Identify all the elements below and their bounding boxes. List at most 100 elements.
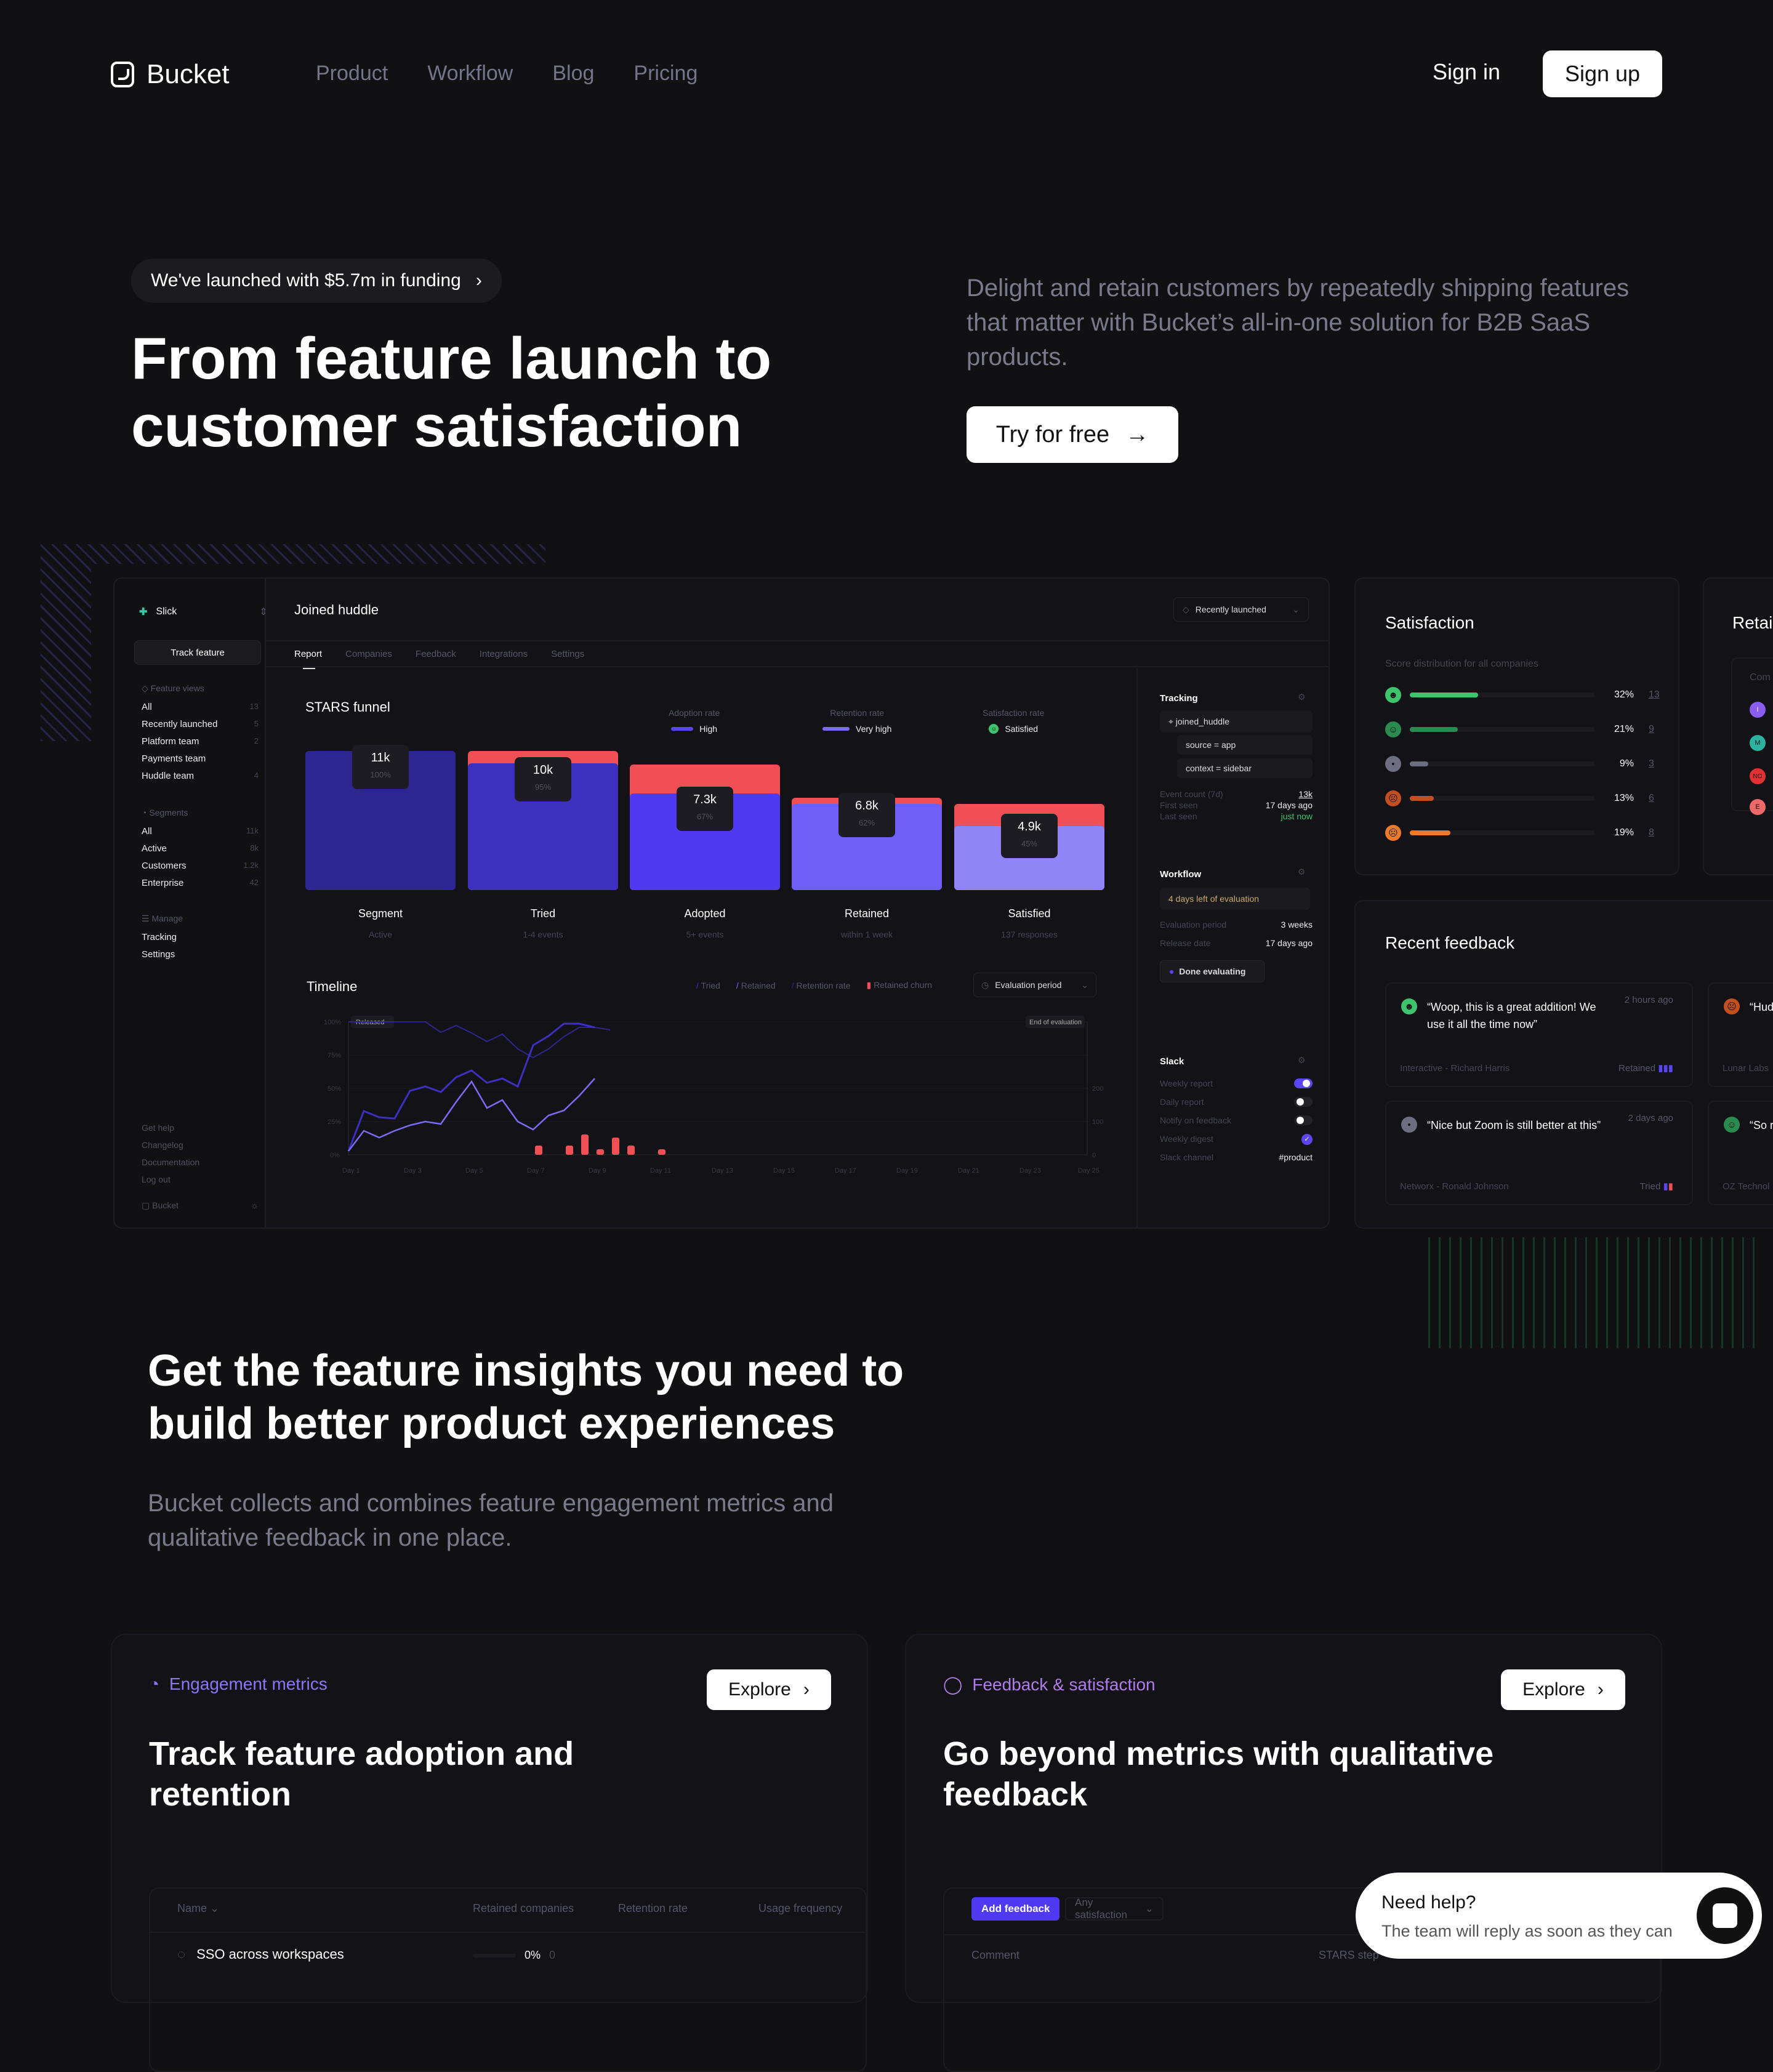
count-link[interactable]: 3 bbox=[1649, 758, 1654, 769]
retention-col-header[interactable]: Retention rate bbox=[618, 1902, 688, 1914]
funnel-bar-retained[interactable] bbox=[792, 798, 942, 890]
done-evaluating-button[interactable]: ● Done evaluating bbox=[1160, 960, 1264, 982]
pill-text: We've launched with $5.7m in funding bbox=[151, 270, 461, 291]
chat-button[interactable] bbox=[1697, 1887, 1753, 1944]
satisfaction-row: ☺ 21% 9 bbox=[1385, 721, 1654, 737]
explore-feedback-button[interactable]: Explore › bbox=[1501, 1669, 1625, 1710]
tab-report[interactable]: Report bbox=[294, 648, 323, 669]
gear-icon[interactable]: ⚙ bbox=[1298, 867, 1306, 877]
add-feedback-button[interactable]: Add feedback bbox=[971, 1897, 1060, 1921]
rate-bar-icon bbox=[822, 727, 850, 731]
retained-col-header[interactable]: Retained companies bbox=[473, 1902, 574, 1914]
try-label: Try for free bbox=[995, 421, 1110, 448]
sidebar-item-tracking[interactable]: Tracking bbox=[142, 932, 177, 942]
sun-icon[interactable]: ☼ bbox=[251, 1200, 259, 1210]
sidebar-item-all-views[interactable]: All 13 bbox=[142, 702, 259, 712]
table-row[interactable]: ◌ SSO across workspaces bbox=[177, 1946, 344, 1962]
retained-card: Retai Com I M NO E bbox=[1703, 577, 1773, 875]
app-sidebar: ✚ Slick ⇕ Track feature ◇ Feature views … bbox=[115, 579, 268, 1227]
satisfaction-row: ☹ 13% 6 bbox=[1385, 790, 1654, 806]
daily-report-toggle[interactable] bbox=[1294, 1097, 1313, 1107]
feedback-item[interactable]: • “Nice but Zoom is still better at this… bbox=[1385, 1101, 1693, 1205]
slack-channel-row: Slack channel #product bbox=[1160, 1152, 1313, 1162]
sidebar-item-segment-customers[interactable]: Customers 1.2k bbox=[142, 861, 259, 871]
svg-text:Day 5: Day 5 bbox=[465, 1167, 483, 1175]
evaluation-period-select[interactable]: ◷ Evaluation period ⌄ bbox=[973, 973, 1096, 997]
sidebar-item-platform-team[interactable]: Platform team 2 bbox=[142, 736, 259, 747]
stage-bars-icon: ▮▮▮ bbox=[1658, 1063, 1673, 1074]
sign-in-link[interactable]: Sign in bbox=[1433, 59, 1501, 84]
sidebar-item-payments-team[interactable]: Payments team bbox=[142, 753, 206, 764]
track-feature-button[interactable]: Track feature bbox=[134, 640, 261, 665]
tab-integrations[interactable]: Integrations bbox=[479, 648, 528, 659]
feedback-item[interactable]: ☺ “So r We rOZ Technol bbox=[1708, 1101, 1773, 1205]
nav-pricing[interactable]: Pricing bbox=[633, 62, 698, 85]
feedback-item[interactable]: ☹ “Hud arghLunar Labs bbox=[1708, 982, 1773, 1087]
changelog-link[interactable]: Changelog bbox=[142, 1140, 183, 1150]
view-select[interactable]: ◇ Recently launched ⌄ bbox=[1173, 597, 1309, 622]
svg-text:50%: 50% bbox=[328, 1085, 341, 1093]
slack-heading: Slack bbox=[1160, 1056, 1184, 1067]
sidebar-item-segment-active[interactable]: Active 8k bbox=[142, 843, 259, 854]
try-for-free-button[interactable]: Try for free → bbox=[967, 406, 1178, 463]
sidebar-item-segment-enterprise[interactable]: Enterprise 42 bbox=[142, 878, 259, 888]
nav-workflow[interactable]: Workflow bbox=[427, 62, 513, 85]
help-subtitle: The team will reply as soon as they can bbox=[1381, 1922, 1673, 1940]
count-link[interactable]: 9 bbox=[1649, 724, 1654, 734]
stage-sub: Active bbox=[368, 930, 393, 939]
count-link[interactable]: 8 bbox=[1649, 827, 1654, 838]
feature-details-panel: Tracking ⚙ ⌖ joined_huddle source = app … bbox=[1136, 669, 1329, 1227]
gear-icon[interactable]: ⚙ bbox=[1298, 692, 1306, 702]
weekly-digest-row: Weekly digest ✓ bbox=[1160, 1134, 1313, 1145]
comment-col-header[interactable]: Comment bbox=[971, 1949, 1020, 1961]
main-nav: Product Workflow Blog Pricing bbox=[316, 62, 698, 86]
tab-feedback[interactable]: Feedback bbox=[415, 648, 456, 659]
filter-chip[interactable]: context = sidebar bbox=[1177, 758, 1313, 778]
chevron-right-icon: › bbox=[475, 270, 482, 291]
nav-blog[interactable]: Blog bbox=[552, 62, 595, 85]
weekly-report-toggle[interactable] bbox=[1294, 1078, 1313, 1088]
sidebar-item-segment-all[interactable]: All 11k bbox=[142, 826, 259, 837]
sidebar-item-huddle-team[interactable]: Huddle team 4 bbox=[142, 771, 259, 781]
sign-up-button[interactable]: Sign up bbox=[1543, 50, 1662, 97]
count-link[interactable]: 13 bbox=[1649, 689, 1660, 700]
help-widget[interactable]: Need help? The team will reply as soon a… bbox=[1356, 1873, 1762, 1959]
nav-product[interactable]: Product bbox=[316, 62, 388, 85]
satisfaction-subtitle: Score distribution for all companies bbox=[1385, 659, 1539, 669]
filter-chip[interactable]: source = app bbox=[1177, 735, 1313, 755]
funnel-value-badge: 7.3k 67% bbox=[677, 787, 733, 831]
brand-name: Bucket bbox=[147, 59, 230, 89]
bucket-logo-icon bbox=[111, 62, 134, 87]
notify-feedback-toggle[interactable] bbox=[1294, 1115, 1313, 1125]
company-avatar: NO bbox=[1750, 768, 1766, 784]
tab-settings[interactable]: Settings bbox=[551, 648, 585, 659]
documentation-link[interactable]: Documentation bbox=[142, 1157, 200, 1167]
brand-logo[interactable]: Bucket bbox=[111, 59, 230, 90]
evaluation-banner: 4 days left of evaluation bbox=[1160, 888, 1310, 910]
cursor-click-icon: ⌖ bbox=[1168, 716, 1173, 726]
count-link[interactable]: 6 bbox=[1649, 793, 1654, 803]
stage-sub: 1-4 events bbox=[523, 930, 563, 939]
stars-step-col-header[interactable]: STARS step bbox=[1319, 1949, 1379, 1961]
feedback-item[interactable]: ☻ “Woop, this is a great addition! We us… bbox=[1385, 982, 1693, 1087]
sidebar-item-recently-launched[interactable]: Recently launched 5 bbox=[142, 719, 259, 729]
get-help-link[interactable]: Get help bbox=[142, 1123, 174, 1133]
tab-companies[interactable]: Companies bbox=[345, 648, 392, 659]
satisfaction-filter[interactable]: Any satisfaction ⌄ bbox=[1065, 1897, 1164, 1921]
sidebar-item-settings[interactable]: Settings bbox=[142, 949, 175, 960]
name-col-header[interactable]: Name ⌄ bbox=[177, 1902, 220, 1914]
svg-text:Day 19: Day 19 bbox=[896, 1167, 918, 1175]
log-out-link[interactable]: Log out bbox=[142, 1175, 171, 1184]
workspace-switcher[interactable]: ✚ Slick ⇕ bbox=[139, 606, 268, 618]
manage-heading: ☰ Manage bbox=[142, 914, 183, 923]
neutral-face-icon: • bbox=[1385, 756, 1401, 772]
stage-sub: 137 responses bbox=[1001, 930, 1058, 939]
usage-col-header[interactable]: Usage frequency bbox=[758, 1902, 843, 1914]
svg-text:Day 9: Day 9 bbox=[589, 1167, 606, 1175]
feature-tabs: Report Companies Feedback Integrations S… bbox=[266, 640, 1329, 669]
weekly-digest-checkbox[interactable]: ✓ bbox=[1301, 1134, 1313, 1145]
event-chip[interactable]: ⌖ joined_huddle bbox=[1160, 710, 1313, 733]
funding-announcement-pill[interactable]: We've launched with $5.7m in funding › bbox=[131, 259, 502, 303]
explore-engagement-button[interactable]: Explore › bbox=[707, 1669, 831, 1710]
gear-icon[interactable]: ⚙ bbox=[1298, 1055, 1306, 1065]
